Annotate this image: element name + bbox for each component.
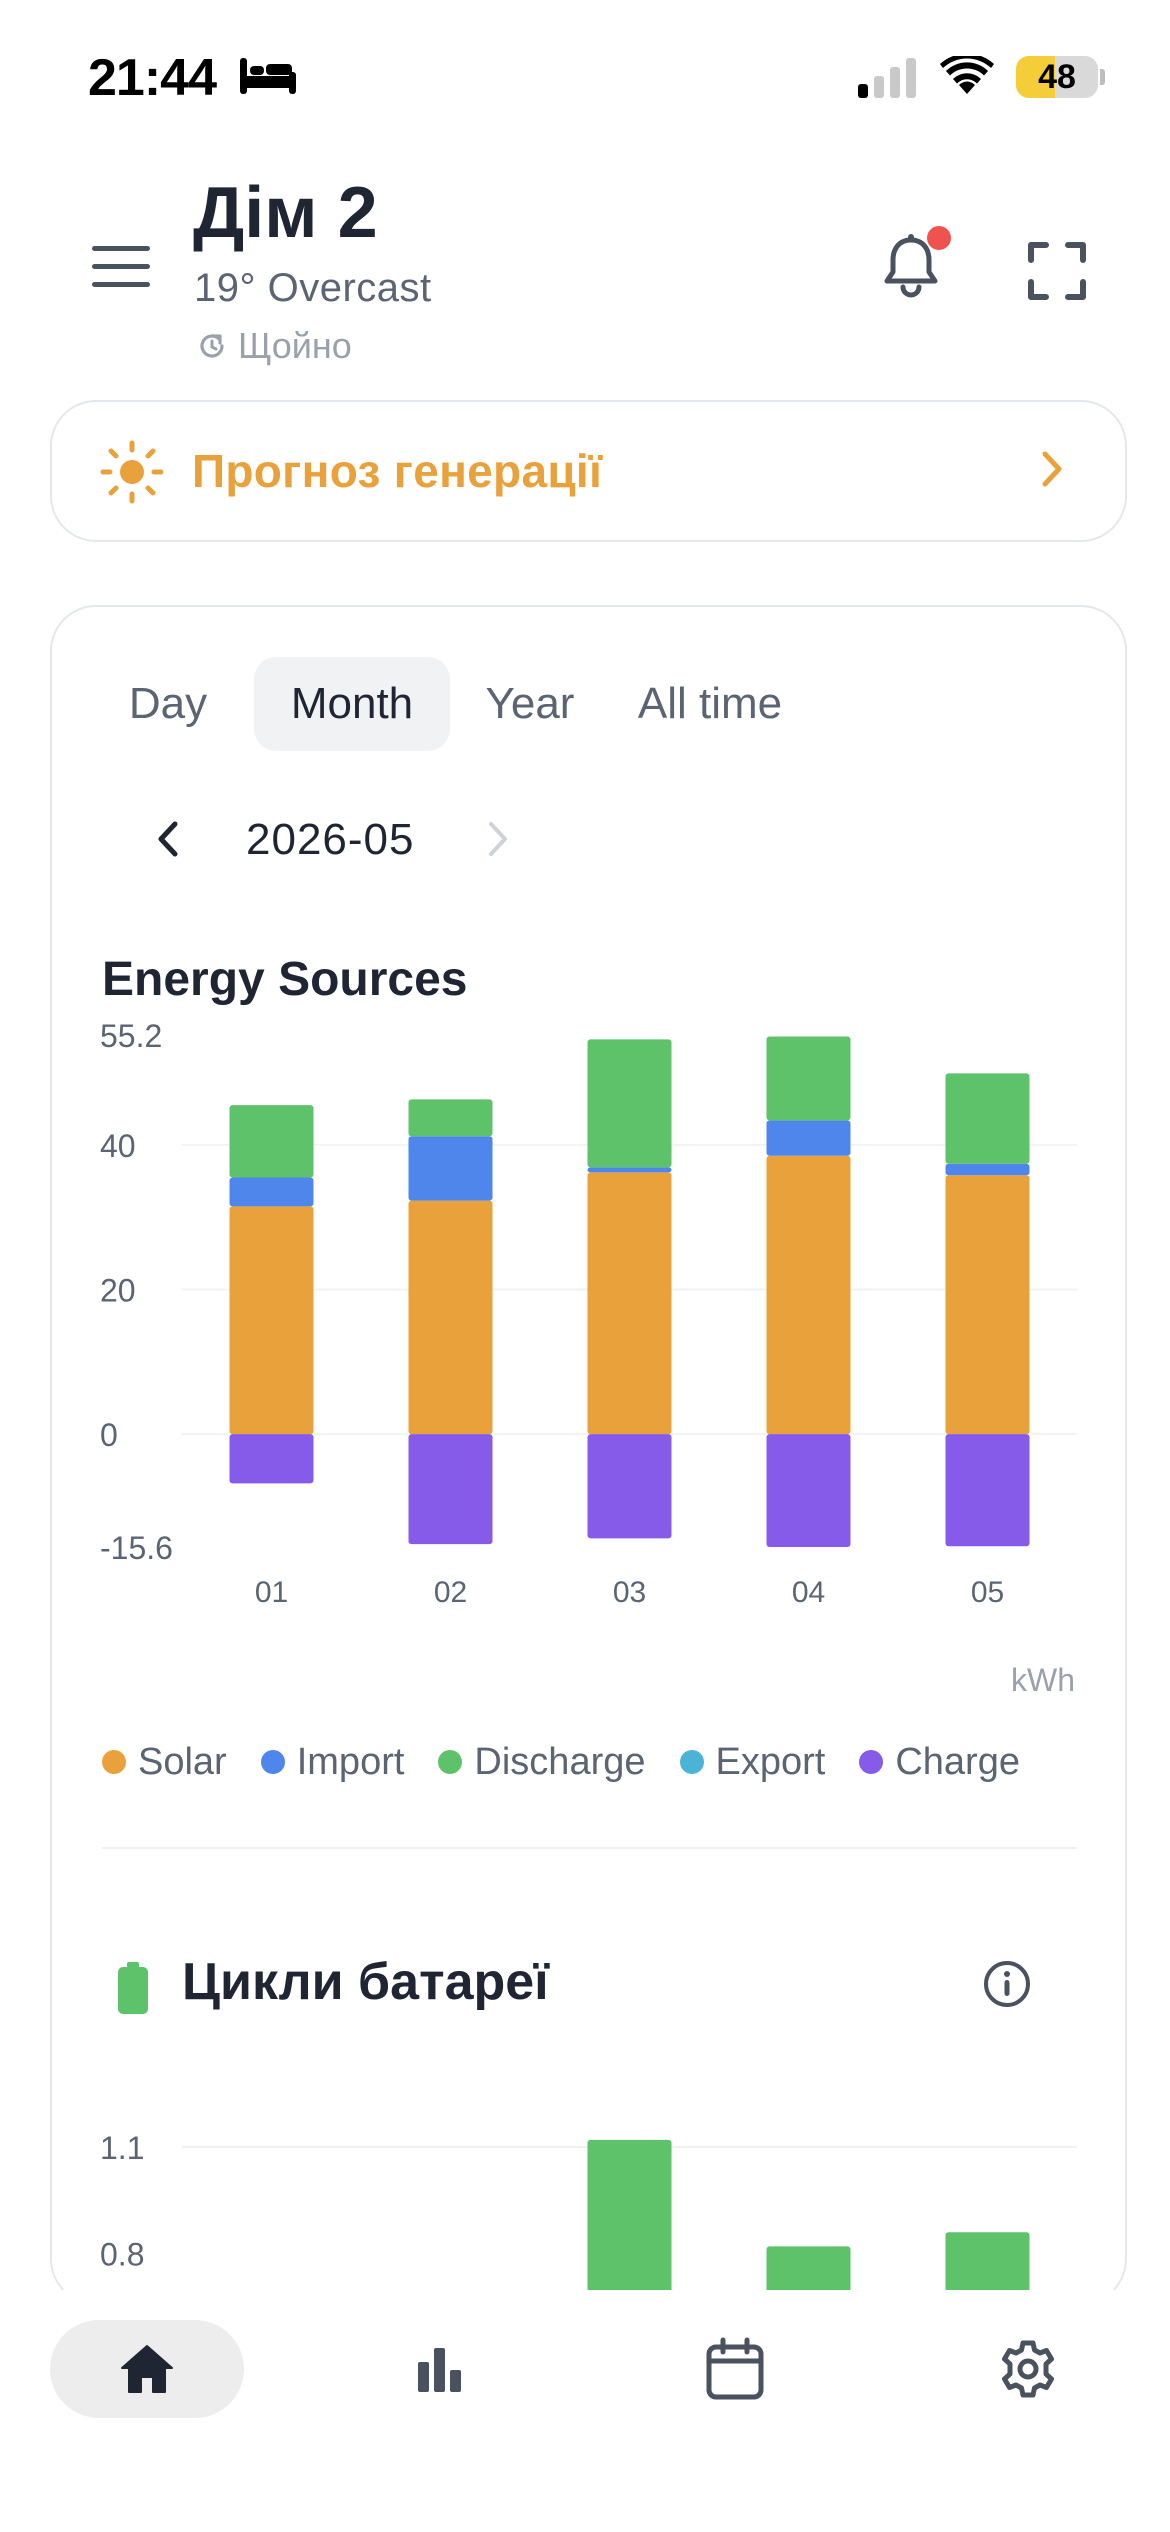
generation-forecast-label: Прогноз генерації: [192, 445, 603, 497]
bar-charge-04[interactable]: [766, 1434, 851, 1547]
legend-label-discharge: Discharge: [474, 1740, 646, 1783]
y-tick-label: 0.8: [100, 2237, 144, 2273]
bar-discharge-05[interactable]: [945, 1073, 1030, 1164]
legend-item-charge[interactable]: Charge: [859, 1741, 1020, 1784]
bar-chart-icon: [418, 2348, 461, 2392]
page-title[interactable]: Дім 2: [193, 173, 378, 253]
sun-icon: [100, 440, 164, 504]
chart-legend: Solar Import Discharge Export Charge: [102, 1737, 1054, 1787]
bar-solar-04[interactable]: [766, 1155, 851, 1435]
battery-tip: [1100, 69, 1105, 85]
battery-level-fill: [1016, 56, 1056, 98]
energy-sources-chart: 55.2 40 20 0 -15.6 01 02 03 04 05: [100, 1018, 1077, 1609]
x-tick-label: 01: [255, 1576, 288, 1609]
legend-item-import[interactable]: Import: [260, 1740, 405, 1784]
bell-icon[interactable]: [882, 234, 940, 298]
battery-cycles-title: Цикли батареї: [182, 1953, 549, 2011]
chevron-right-icon: [1042, 451, 1062, 487]
bar-solar-01[interactable]: [229, 1206, 314, 1435]
nav-home[interactable]: [50, 2320, 244, 2418]
period-label: 2026-05: [246, 815, 415, 864]
y-tick-label: 20: [100, 1273, 136, 1309]
status-bar: 21:44 48: [0, 0, 1170, 140]
tab-all-time[interactable]: All time: [637, 679, 783, 728]
nav-settings[interactable]: [978, 2320, 1078, 2418]
status-time: 21:44: [88, 49, 217, 107]
legend-dot-solar: [102, 1750, 126, 1774]
nav-statistics[interactable]: [390, 2320, 490, 2418]
battery-icon: [118, 1962, 148, 2014]
tab-day[interactable]: Day: [128, 679, 208, 728]
legend-item-discharge[interactable]: Discharge: [438, 1740, 646, 1784]
bar-import-02[interactable]: [408, 1136, 493, 1201]
x-tick-label: 03: [613, 1576, 646, 1609]
legend-label-solar: Solar: [138, 1740, 227, 1783]
bar-discharge-02[interactable]: [408, 1099, 493, 1137]
energy-card: Day Month Year All time 2026-05 Energy S…: [50, 605, 1127, 2305]
settings-gear-icon: [1002, 2340, 1054, 2398]
cycles-bar-03[interactable]: [587, 2139, 672, 2305]
notification-dot: [927, 226, 951, 250]
legend-dot-import: [260, 1750, 285, 1774]
legend-item-solar[interactable]: Solar: [102, 1741, 227, 1784]
energy-sources-title: Energy Sources: [102, 953, 468, 1006]
bar-import-05[interactable]: [945, 1163, 1030, 1176]
weather-summary: 19° Overcast: [194, 266, 432, 310]
battery-level-label: 48: [1038, 58, 1076, 96]
previous-period-button[interactable]: [156, 819, 180, 859]
chart-unit-label: kWh: [1011, 1662, 1075, 1698]
legend-dot-export: [679, 1750, 704, 1774]
last-updated-label: Щойно: [238, 325, 352, 366]
tab-year[interactable]: Year: [485, 679, 575, 728]
bar-charge-05[interactable]: [945, 1434, 1030, 1547]
bar-solar-02[interactable]: [408, 1200, 493, 1435]
battery-cycles-chart: 1.51.10.8: [100, 2130, 1077, 2305]
bar-solar-05[interactable]: [945, 1175, 1030, 1435]
y-tick-label: 1.1: [100, 2130, 144, 2166]
legend-label-charge: Charge: [895, 1740, 1020, 1783]
bar-charge-01[interactable]: [229, 1434, 314, 1484]
cellular-signal-icon: [858, 58, 916, 98]
calendar-icon: [706, 2337, 764, 2400]
bar-import-01[interactable]: [229, 1177, 314, 1207]
section-divider: [102, 1847, 1077, 1849]
menu-icon[interactable]: [92, 246, 150, 288]
y-tick-label: 0: [100, 1417, 118, 1453]
x-tick-label: 05: [971, 1576, 1004, 1609]
battery-icon: 48: [1016, 56, 1098, 98]
legend-label-export: Export: [715, 1740, 826, 1783]
legend-label-import: Import: [296, 1740, 405, 1783]
y-tick-label: -15.6: [100, 1530, 173, 1566]
bed-icon: [240, 58, 296, 94]
wifi-icon: [940, 56, 994, 94]
bar-charge-02[interactable]: [408, 1434, 493, 1545]
fullscreen-icon[interactable]: [1028, 242, 1086, 300]
cycles-bar-04[interactable]: [766, 2246, 851, 2305]
bar-discharge-04[interactable]: [766, 1036, 851, 1121]
legend-item-export[interactable]: Export: [679, 1740, 826, 1784]
last-updated: Щойно: [196, 325, 352, 366]
y-tick-label: 55.2: [100, 1018, 162, 1054]
bar-import-03[interactable]: [587, 1167, 672, 1173]
bar-discharge-03[interactable]: [587, 1039, 672, 1168]
next-period-button[interactable]: [486, 819, 510, 859]
bar-discharge-01[interactable]: [229, 1105, 314, 1178]
y-tick-label: 40: [100, 1128, 136, 1164]
legend-dot-discharge: [438, 1750, 463, 1774]
x-tick-label: 04: [792, 1576, 825, 1609]
bar-charge-03[interactable]: [587, 1434, 672, 1539]
nav-calendar[interactable]: [685, 2320, 785, 2418]
home-icon: [121, 2345, 173, 2393]
legend-dot-charge: [859, 1750, 884, 1774]
cycles-bar-05[interactable]: [945, 2232, 1030, 2305]
bar-import-04[interactable]: [766, 1120, 851, 1156]
x-tick-label: 02: [434, 1576, 467, 1609]
generation-forecast-card[interactable]: Прогноз генерації: [50, 400, 1127, 542]
bar-solar-03[interactable]: [587, 1172, 672, 1435]
info-icon[interactable]: [982, 1959, 1032, 2009]
tab-month[interactable]: Month: [254, 657, 450, 751]
refresh-icon: [200, 334, 224, 358]
